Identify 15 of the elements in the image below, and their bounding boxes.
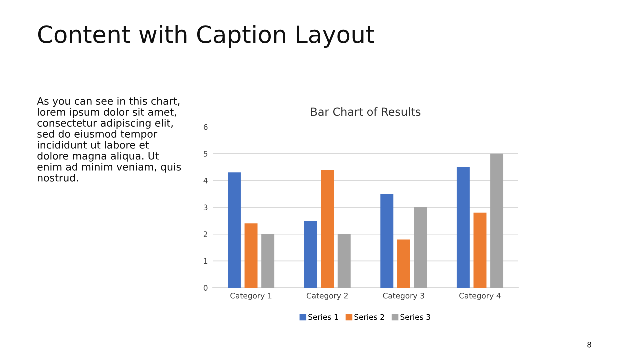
- bar: [474, 212, 487, 288]
- bar: [397, 240, 410, 288]
- bar: [321, 170, 334, 288]
- bar: [456, 167, 470, 288]
- bar: [414, 208, 428, 288]
- bar: [490, 154, 504, 288]
- text: As you can see in this chart, lorem ipsum dolor sit amet, consectetur adipiscing elit, sed do eiusmod tempor incididunt ut labore et dolore magna aliqua. Ut enim ad minim veniam, quis nostrud.: [37, 97, 182, 182]
- bar: [244, 224, 258, 288]
- text: Content with Caption Layout: [38, 25, 374, 48]
- bar: [262, 234, 275, 288]
- bar: [228, 172, 241, 288]
- bar: [338, 234, 351, 288]
- bar: [380, 194, 394, 288]
- bar: [304, 220, 318, 288]
- chart-title: Bar Chart of Results: [311, 108, 421, 116]
